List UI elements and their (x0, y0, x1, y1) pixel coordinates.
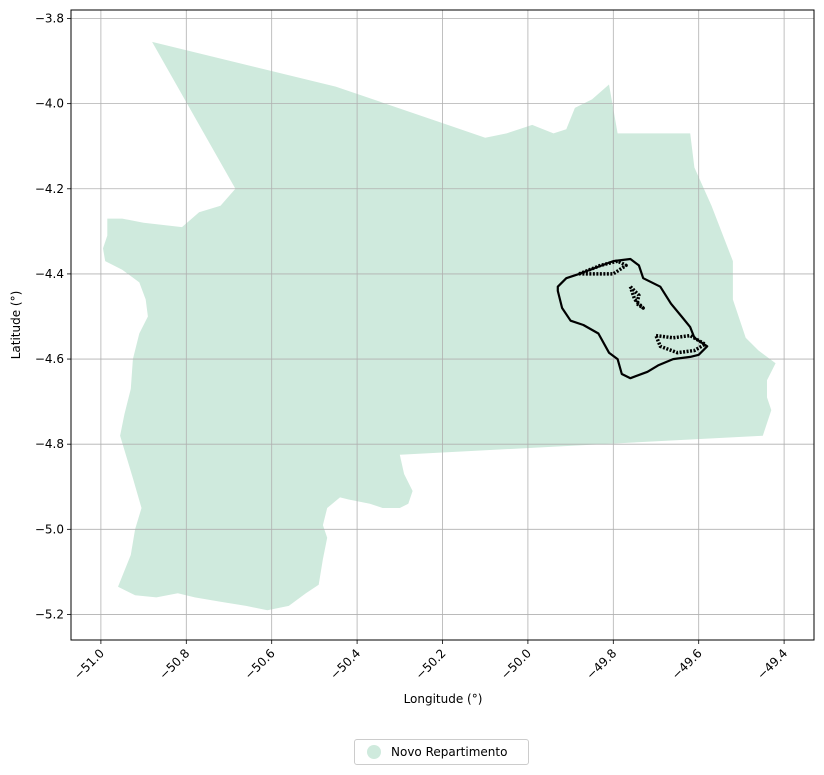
legend-marker-icon (367, 745, 381, 759)
x-tick-label-3: −50.4 (327, 646, 363, 682)
x-axis-label: Longitude (°) (404, 692, 483, 706)
x-tick-label-1: −50.8 (157, 646, 193, 682)
x-tick-label-7: −49.6 (669, 646, 705, 682)
y-tick-label-2: −4.2 (35, 182, 64, 196)
boundary-outline (556, 257, 709, 380)
legend-label: Novo Repartimento (391, 745, 508, 759)
y-axis-label: Latitude (°) (9, 291, 23, 360)
grid-lines (71, 10, 814, 640)
region-layer (103, 41, 776, 611)
boundary-lobe-0 (578, 259, 628, 276)
x-tick-label-6: −49.8 (584, 646, 620, 682)
y-tick-label-4: −4.6 (35, 352, 64, 366)
boundary-lobe-2 (628, 285, 645, 310)
x-tick-label-0: −51.0 (71, 646, 107, 682)
y-tick-label-6: −5.0 (35, 522, 64, 536)
x-axis-ticks: −51.0 −50.8 −50.6 −50.4 −50.2 −50.0 −49.8 −49.6… (71, 640, 790, 682)
y-tick-label-0: −3.8 (35, 12, 64, 26)
y-tick-label-3: −4.4 (35, 267, 64, 281)
x-tick-label-5: −50.0 (498, 646, 534, 682)
x-tick-label-4: −50.2 (413, 646, 449, 682)
y-axis-ticks: −3.8 −4.0 −4.2 −4.4 −4.6 −4.8 −5.0 −5.2 (35, 12, 71, 621)
x-tick-label-2: −50.6 (242, 646, 278, 682)
boundary-lobe-1 (654, 333, 707, 355)
boundary-layer (556, 257, 709, 380)
y-tick-label-5: −4.8 (35, 437, 64, 451)
x-tick-label-8: −49.4 (754, 646, 790, 682)
y-tick-label-7: −5.2 (35, 607, 64, 621)
region-novo-repartimento (103, 41, 776, 611)
y-tick-label-1: −4.0 (35, 97, 64, 111)
legend: Novo Repartimento (354, 739, 529, 765)
